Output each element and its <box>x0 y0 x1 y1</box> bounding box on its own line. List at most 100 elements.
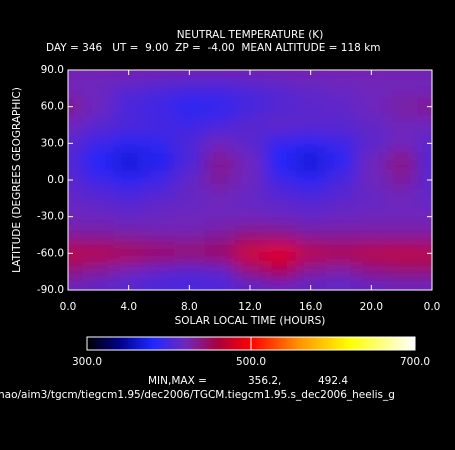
colorbar-swatch <box>338 337 342 350</box>
heat-cell <box>295 115 326 135</box>
heat-cell <box>295 134 326 153</box>
colorbar-swatch <box>322 337 326 350</box>
colorbar-swatch <box>174 337 178 350</box>
heat-cell <box>174 170 205 190</box>
colorbar-swatch <box>97 337 102 350</box>
heat-cell <box>234 97 266 116</box>
heat-cell <box>143 207 175 226</box>
heat-cell <box>265 79 296 98</box>
colorbar-swatch <box>201 337 206 350</box>
heat-cell <box>265 207 296 226</box>
colorbar-swatch <box>311 337 315 350</box>
heat-cell <box>356 244 387 263</box>
heat-cell <box>325 79 357 98</box>
heat-cell <box>113 262 144 281</box>
minmax-label: MIN,MAX = <box>148 375 207 387</box>
heat-cell <box>143 189 175 208</box>
colorbar-swatch <box>261 337 266 350</box>
colorbar-swatch <box>297 337 301 350</box>
heat-cell <box>68 244 84 263</box>
colorbar-swatch <box>281 337 285 350</box>
heat-cell <box>113 115 144 135</box>
y-tick-label: -30.0 <box>37 211 64 223</box>
heat-cell <box>143 97 175 116</box>
heat-cell <box>204 97 235 116</box>
colorbar-swatch <box>357 337 361 350</box>
heat-cell <box>325 225 357 245</box>
heat-cell <box>356 207 387 226</box>
colorbar-swatch <box>119 337 124 350</box>
colorbar-swatch <box>330 337 334 350</box>
colorbar-swatch <box>215 337 219 350</box>
colorbar-swatch <box>163 337 167 350</box>
colorbar-swatch <box>100 337 104 350</box>
heat-cell <box>295 262 326 281</box>
colorbar-swatch <box>223 337 227 350</box>
heat-cell <box>265 244 296 263</box>
heat-cell <box>265 134 296 153</box>
heat-cell <box>83 244 114 263</box>
heat-cell <box>265 97 296 116</box>
heat-cell <box>234 262 266 281</box>
heat-cell <box>174 244 205 263</box>
heat-cell <box>68 79 84 98</box>
colorbar-swatch <box>286 337 290 350</box>
colorbar-swatch <box>136 337 140 350</box>
chart-title: NEUTRAL TEMPERATURE (K) <box>177 29 324 41</box>
heat-cell <box>295 97 326 116</box>
heat-cell <box>386 152 417 171</box>
heat-cell <box>83 189 114 208</box>
heat-cell <box>174 134 205 153</box>
heat-cell <box>356 115 387 135</box>
heat-cell <box>204 262 235 281</box>
heat-cell <box>356 189 387 208</box>
colorbar-swatch <box>300 337 304 350</box>
heat-cell <box>143 79 175 98</box>
colorbar-swatch <box>393 337 397 350</box>
heat-cell <box>265 152 296 171</box>
heat-cell <box>204 152 235 171</box>
heat-cell <box>386 189 417 208</box>
heat-cell <box>143 262 175 281</box>
heat-cell <box>68 70 84 80</box>
colorbar-swatch <box>363 337 367 350</box>
colorbar-swatch <box>220 337 225 350</box>
heat-cell <box>295 207 326 226</box>
colorbar-swatch <box>354 337 359 350</box>
heat-cell <box>325 115 357 135</box>
colorbar-swatch <box>210 337 214 350</box>
colorbar-swatch <box>141 337 145 350</box>
heat-cell <box>356 262 387 281</box>
colorbar-swatch <box>346 337 350 350</box>
heat-cell <box>234 152 266 171</box>
colorbar-swatch <box>237 337 241 350</box>
heat-cell <box>68 225 84 245</box>
heat-cell <box>68 170 84 190</box>
colorbar-swatch <box>177 337 181 350</box>
heat-cell <box>234 134 266 153</box>
x-tick-label: 8.0 <box>181 301 198 313</box>
colorbar-swatch <box>171 337 175 350</box>
colorbar-swatch <box>398 337 402 350</box>
heat-cell <box>416 170 432 190</box>
heat-cell <box>113 170 144 190</box>
heat-cell <box>295 244 326 263</box>
heat-cell <box>83 97 114 116</box>
heat-cell <box>325 152 357 171</box>
colorbar-swatch <box>218 337 222 350</box>
colorbar-swatch <box>278 337 282 350</box>
heat-cell <box>416 207 432 226</box>
colorbar-swatch <box>316 337 320 350</box>
colorbar-swatch <box>267 337 271 350</box>
colorbar-swatch <box>245 337 249 350</box>
heat-cell <box>204 280 235 290</box>
heat-cell <box>143 115 175 135</box>
colorbar-swatch <box>264 337 268 350</box>
heat-cell <box>204 225 235 245</box>
colorbar-swatch <box>138 337 143 350</box>
heat-cell <box>386 262 417 281</box>
heat-cell <box>416 189 432 208</box>
colorbar-swatch <box>103 337 107 350</box>
colorbar-swatch <box>149 337 154 350</box>
